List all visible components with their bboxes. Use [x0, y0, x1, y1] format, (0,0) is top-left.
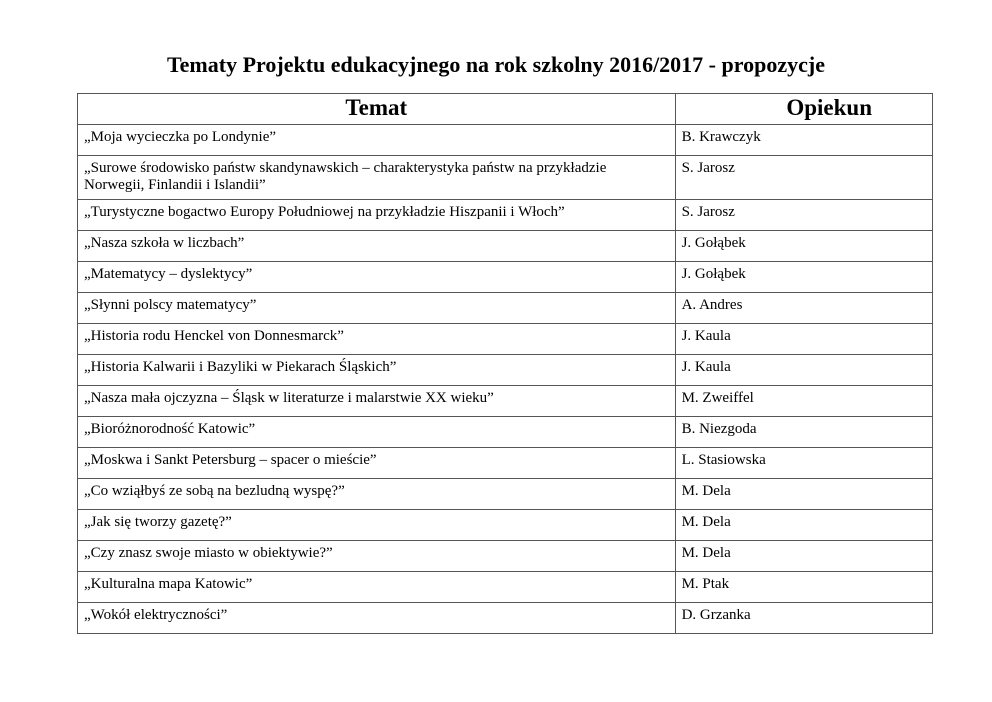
table-row: „Nasza szkoła w liczbach” J. Gołąbek [77, 230, 934, 262]
supervisor-cell: J. Kaula [674, 354, 934, 386]
table-row: „Moja wycieczka po Londynie” B. Krawczyk [77, 124, 934, 156]
topic-cell: „Co wziąłbyś ze sobą na bezludną wyspę?” [77, 478, 676, 510]
topics-table: Temat Opiekun „Moja wycieczka po Londyni… [77, 93, 934, 634]
topic-cell: „Moskwa i Sankt Petersburg – spacer o mi… [77, 447, 676, 479]
supervisor-cell: M. Dela [674, 540, 934, 572]
topic-cell: „Czy znasz swoje miasto w obiektywie?” [77, 540, 676, 572]
header-supervisor: Opiekun [674, 93, 934, 125]
topic-cell: „Bioróżnorodność Katowic” [77, 416, 676, 448]
table-row: „Co wziąłbyś ze sobą na bezludną wyspę?”… [77, 478, 934, 510]
header-row: Temat Opiekun [77, 93, 934, 125]
supervisor-cell: J. Kaula [674, 323, 934, 355]
table-row: „Bioróżnorodność Katowic” B. Niezgoda [77, 416, 934, 448]
supervisor-cell: S. Jarosz [674, 155, 934, 200]
table-row: „Historia Kalwarii i Bazyliki w Piekarac… [77, 354, 934, 386]
supervisor-cell: L. Stasiowska [674, 447, 934, 479]
table-row: „Czy znasz swoje miasto w obiektywie?” M.… [77, 540, 934, 572]
table-row: „Turystyczne bogactwo Europy Południowej… [77, 199, 934, 231]
supervisor-cell: A. Andres [674, 292, 934, 324]
header-topic: Temat [77, 93, 676, 125]
topic-cell: „Moja wycieczka po Londynie” [77, 124, 676, 156]
supervisor-cell: M. Dela [674, 509, 934, 541]
table-row: „Nasza mała ojczyzna – Śląsk w literatur… [77, 385, 934, 417]
document-title: Tematy Projektu edukacyjnego na rok szko… [167, 52, 825, 77]
supervisor-cell: B. Krawczyk [674, 124, 934, 156]
topic-cell: „Nasza szkoła w liczbach” [77, 230, 676, 262]
topic-cell: „Turystyczne bogactwo Europy Południowej… [77, 199, 676, 231]
table-row: „Historia rodu Henckel von Donnesmarck” J… [77, 323, 934, 355]
topic-cell: „Wokół elektryczności” [77, 602, 676, 634]
table-row: „Wokół elektryczności” D. Grzanka [77, 602, 934, 634]
supervisor-cell: M. Zweiffel [674, 385, 934, 417]
topic-cell: „Kulturalna mapa Katowic” [77, 571, 676, 603]
topic-cell: „Historia Kalwarii i Bazyliki w Piekarac… [77, 354, 676, 386]
supervisor-cell: D. Grzanka [674, 602, 934, 634]
supervisor-cell: J. Gołąbek [674, 230, 934, 262]
supervisor-cell: S. Jarosz [674, 199, 934, 231]
topic-cell: „Historia rodu Henckel von Donnesmarck” [77, 323, 676, 355]
supervisor-cell: B. Niezgoda [674, 416, 934, 448]
topic-cell: „Nasza mała ojczyzna – Śląsk w literatur… [77, 385, 676, 417]
table-row: „Matematycy – dyslektycy” J. Gołąbek [77, 261, 934, 293]
topic-cell: „Jak się tworzy gazetę?” [77, 509, 676, 541]
topic-cell: „Słynni polscy matematycy” [77, 292, 676, 324]
topic-cell: „Matematycy – dyslektycy” [77, 261, 676, 293]
supervisor-cell: M. Ptak [674, 571, 934, 603]
table-row: „Moskwa i Sankt Petersburg – spacer o mi… [77, 447, 934, 479]
topic-cell: „Surowe środowisko państw skandynawskich… [77, 155, 676, 200]
supervisor-cell: M. Dela [674, 478, 934, 510]
table-row: „Kulturalna mapa Katowic” M. Ptak [77, 571, 934, 603]
supervisor-cell: J. Gołąbek [674, 261, 934, 293]
table-row: „Jak się tworzy gazetę?” M. Dela [77, 509, 934, 541]
table-row: „Słynni polscy matematycy” A. Andres [77, 292, 934, 324]
table-row: „Surowe środowisko państw skandynawskich… [77, 155, 934, 200]
